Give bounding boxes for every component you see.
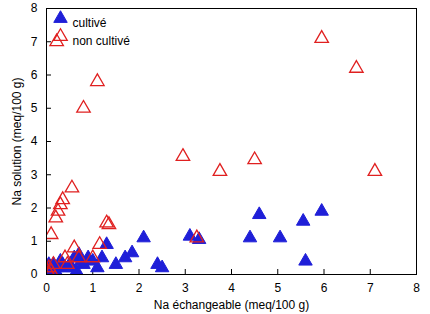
svg-text:non cultivé: non cultivé <box>73 34 131 48</box>
svg-text:0: 0 <box>43 281 50 295</box>
svg-text:0: 0 <box>31 267 38 281</box>
svg-text:Na solution (meq/100 g): Na solution (meq/100 g) <box>10 77 24 205</box>
svg-text:cultivé: cultivé <box>73 16 107 30</box>
svg-text:8: 8 <box>31 1 38 15</box>
svg-text:7: 7 <box>367 281 374 295</box>
svg-text:6: 6 <box>321 281 328 295</box>
svg-text:6: 6 <box>31 68 38 82</box>
svg-text:Na échangeable (meq/100 g): Na échangeable (meq/100 g) <box>154 298 309 312</box>
svg-text:5: 5 <box>274 281 281 295</box>
svg-text:2: 2 <box>31 201 38 215</box>
svg-text:3: 3 <box>182 281 189 295</box>
svg-text:7: 7 <box>31 35 38 49</box>
svg-text:1: 1 <box>89 281 96 295</box>
svg-text:2: 2 <box>136 281 143 295</box>
svg-text:4: 4 <box>228 281 235 295</box>
svg-text:1: 1 <box>31 234 38 248</box>
svg-text:5: 5 <box>31 101 38 115</box>
svg-text:3: 3 <box>31 168 38 182</box>
svg-text:4: 4 <box>31 134 38 148</box>
svg-text:8: 8 <box>413 281 420 295</box>
